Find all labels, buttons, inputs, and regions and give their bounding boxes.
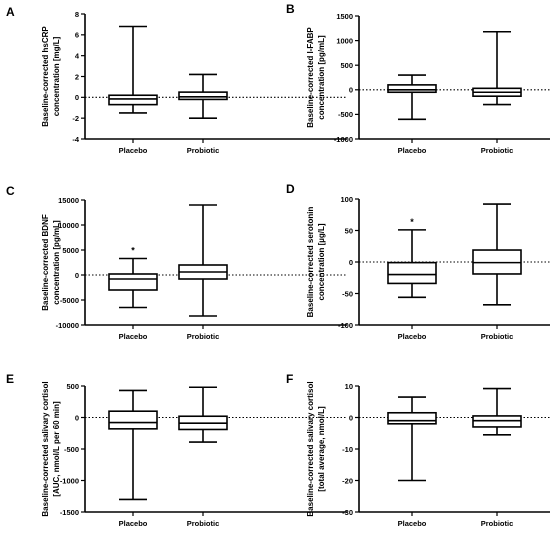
iqr-box xyxy=(387,261,437,285)
category-label-placebo: Placebo xyxy=(398,519,427,528)
y-tick-label: -500 xyxy=(64,445,79,454)
category-label-placebo: Placebo xyxy=(119,332,148,341)
y-tick-label: -500 xyxy=(338,110,353,119)
y-tick-label: 100 xyxy=(340,195,353,204)
y-tick-label: -10000 xyxy=(56,321,79,330)
y-tick-label: -1500 xyxy=(60,508,79,517)
category-label-placebo: Placebo xyxy=(119,146,148,155)
y-tick-label: 500 xyxy=(66,382,79,391)
y-tick-label: 5000 xyxy=(62,246,79,255)
y-axis-label: concentration [pg/mL] xyxy=(317,35,326,120)
panel-letter: F xyxy=(286,372,293,386)
y-axis-label: [AUC, nmol/L per 60 min] xyxy=(52,401,61,497)
iqr-box xyxy=(387,84,437,94)
category-label-probiotic: Probiotic xyxy=(481,146,514,155)
y-tick-label: 0 xyxy=(349,86,353,95)
box-placebo xyxy=(387,229,437,299)
y-tick-label: -2 xyxy=(72,114,79,123)
panel-f: F -30 -20 -10 0 10 Placebo Probiotic Baseline-co… xyxy=(286,372,550,528)
y-tick-label: 50 xyxy=(345,226,353,235)
category-label-probiotic: Probiotic xyxy=(481,519,514,528)
box-placebo xyxy=(108,389,158,501)
y-axis-label: [total average, nmol/L] xyxy=(317,406,326,492)
category-label-probiotic: Probiotic xyxy=(187,332,220,341)
y-axis-label: Baseline-corrected hsCRP xyxy=(41,26,50,127)
y-axis-label: Baseline-corrected salivary cortisol xyxy=(306,381,315,516)
significance-star: * xyxy=(410,217,414,227)
y-tick-label: -20 xyxy=(342,476,353,485)
category-label-placebo: Placebo xyxy=(398,146,427,155)
y-tick-label: -5000 xyxy=(60,296,79,305)
y-tick-label: 10 xyxy=(345,382,353,391)
box-probiotic xyxy=(472,387,522,436)
y-tick-label: 2 xyxy=(75,72,79,81)
y-tick-label: -4 xyxy=(72,135,79,144)
y-tick-label: -10 xyxy=(342,445,353,454)
category-label-probiotic: Probiotic xyxy=(187,519,220,528)
box-probiotic xyxy=(178,204,228,317)
panel-letter: C xyxy=(6,184,15,198)
y-tick-label: -50 xyxy=(342,289,353,298)
y-axis-label: Baseline-corrected serotonin xyxy=(306,207,315,318)
box-probiotic xyxy=(178,73,228,119)
y-tick-label: 8 xyxy=(75,10,79,19)
box-probiotic xyxy=(472,30,522,106)
iqr-box xyxy=(178,91,228,101)
box-placebo xyxy=(387,74,437,121)
y-axis-label: concentration [pg/mL] xyxy=(52,220,61,305)
y-axis-label: Baseline-corrected BDNF xyxy=(41,214,50,311)
y-tick-label: 4 xyxy=(75,51,80,60)
category-label-probiotic: Probiotic xyxy=(187,146,220,155)
iqr-box xyxy=(108,94,158,106)
y-tick-label: -1000 xyxy=(334,135,353,144)
y-tick-label: 0 xyxy=(349,413,353,422)
y-axis-label: concentration [mg/L] xyxy=(52,36,61,116)
panel-letter: E xyxy=(6,372,14,386)
y-tick-label: 0 xyxy=(349,258,353,267)
y-tick-label: -1000 xyxy=(60,476,79,485)
iqr-box xyxy=(108,273,158,291)
y-tick-label: 10000 xyxy=(58,221,79,230)
y-tick-label: 0 xyxy=(75,271,79,280)
y-axis-label: concentration [µg/L] xyxy=(317,223,326,300)
category-label-probiotic: Probiotic xyxy=(481,332,514,341)
panel-letter: B xyxy=(286,2,295,16)
y-tick-label: 0 xyxy=(75,413,79,422)
y-tick-label: 0 xyxy=(75,93,79,102)
panel-letter: D xyxy=(286,182,295,196)
box-probiotic xyxy=(178,386,228,443)
category-label-placebo: Placebo xyxy=(119,519,148,528)
panel-a: A -4 -2 0 2 4 6 8 Placebo Probiotic Baseline-corre… xyxy=(6,5,347,155)
box-placebo xyxy=(108,25,158,114)
y-tick-label: 15000 xyxy=(58,196,79,205)
box-probiotic xyxy=(472,203,522,306)
y-axis-label: Baseline-corrected I-FABP xyxy=(306,27,315,128)
y-tick-label: 6 xyxy=(75,31,79,40)
panel-e: E -1500 -1000 -500 0 500 Placebo Probiotic Basel… xyxy=(6,372,347,528)
y-tick-label: -100 xyxy=(338,321,353,330)
panel-d: D -100 -50 0 50 100 Placebo Probiotic * Baseline-… xyxy=(286,182,550,341)
category-label-placebo: Placebo xyxy=(398,332,427,341)
box-placebo xyxy=(387,396,437,482)
significance-star: * xyxy=(131,246,135,256)
y-tick-label: 1000 xyxy=(336,36,353,45)
y-tick-label: -30 xyxy=(342,508,353,517)
panel-b: B -1000 -500 0 500 1000 1500 Placebo Probiotic Ba… xyxy=(286,2,550,155)
y-axis-label: Baseline-corrected salivary cortisol xyxy=(41,381,50,516)
iqr-box xyxy=(108,410,158,430)
box-placebo xyxy=(108,257,158,309)
y-tick-label: 1500 xyxy=(336,12,353,21)
iqr-box xyxy=(387,411,437,425)
panel-letter: A xyxy=(6,5,15,19)
y-tick-label: 500 xyxy=(340,61,353,70)
panel-c: C -10000 -5000 0 5000 10000 15000 Placebo Probio… xyxy=(6,184,347,341)
